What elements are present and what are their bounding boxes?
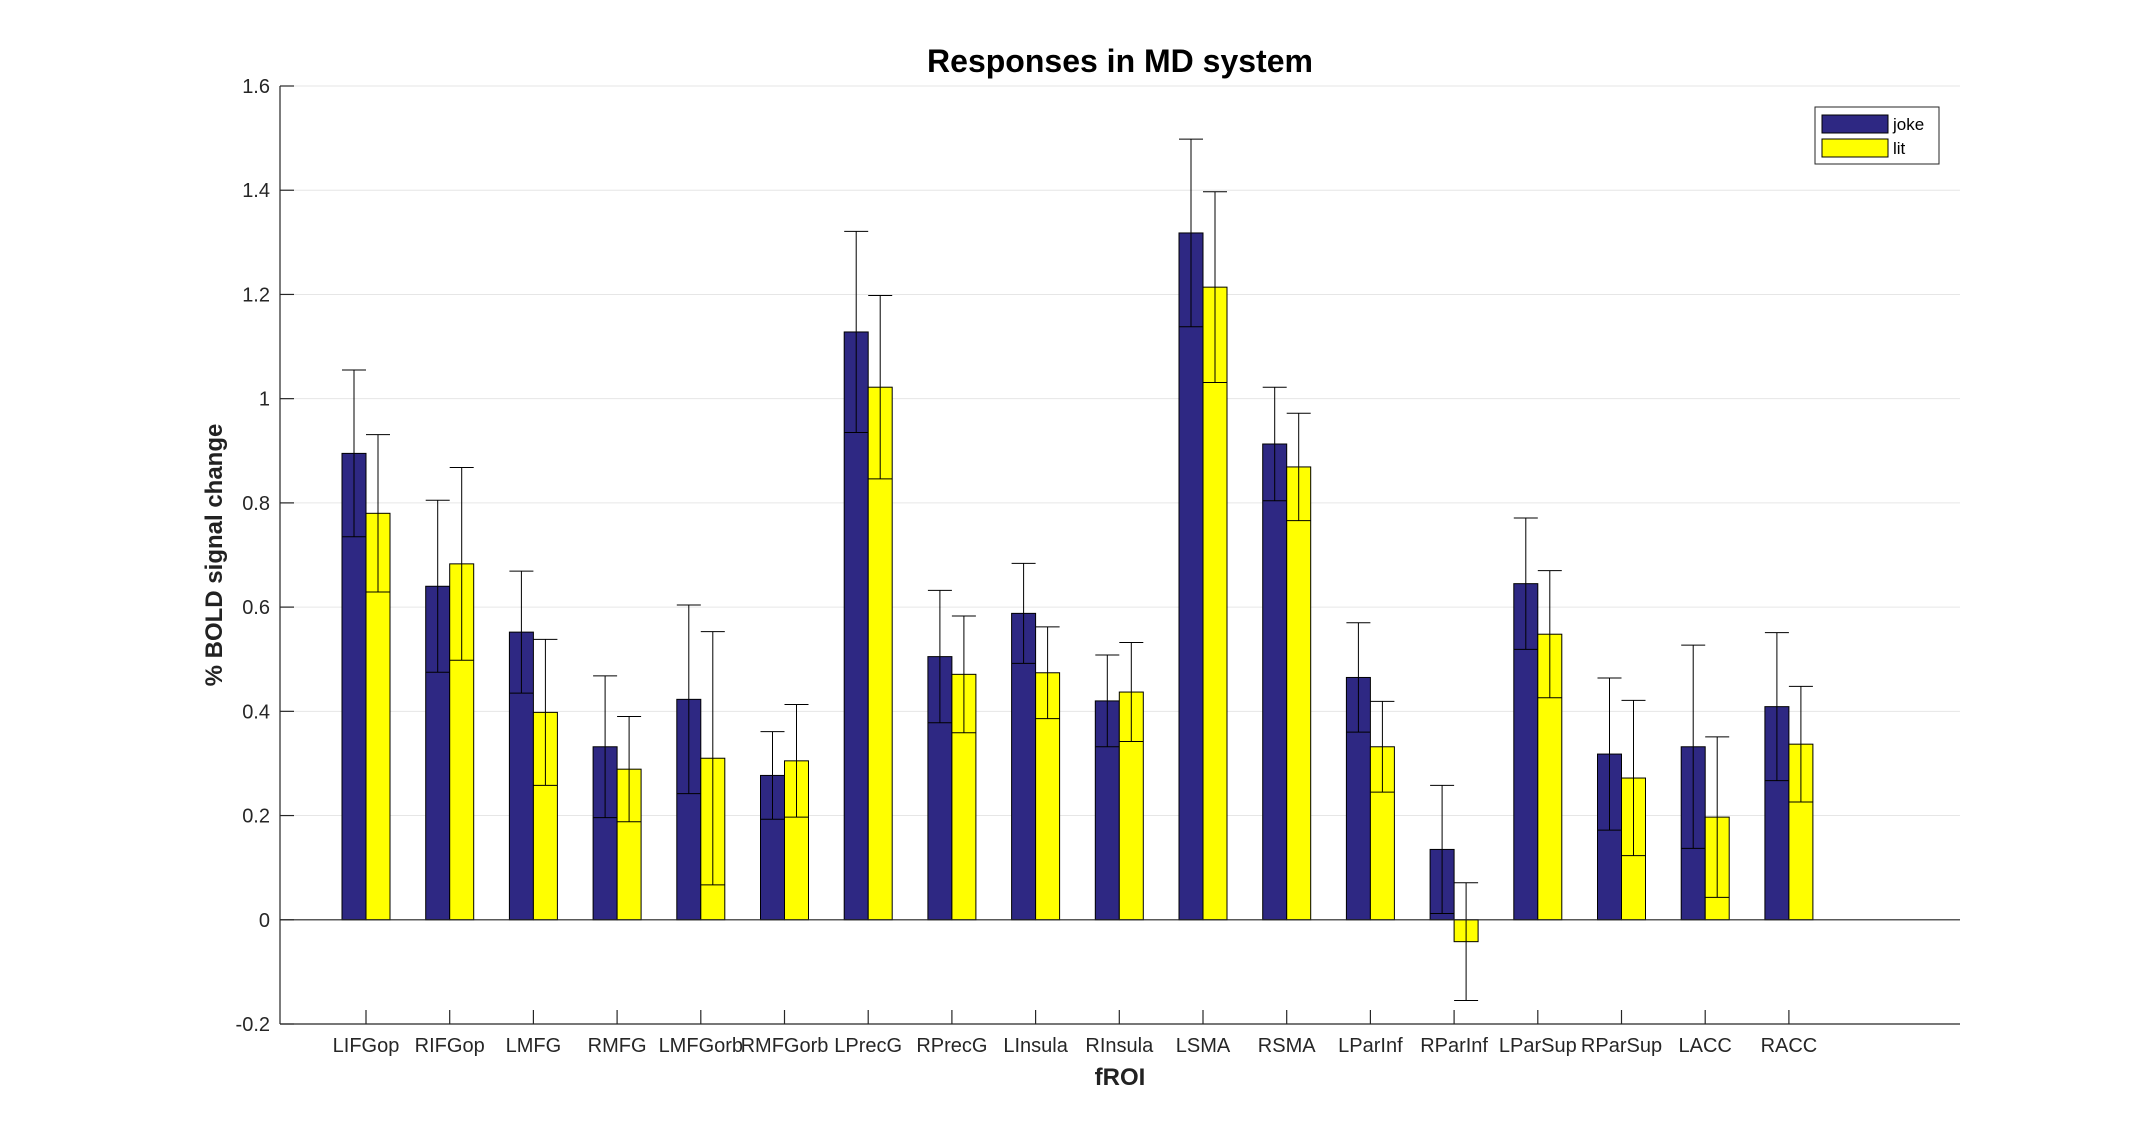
y-tick-label: 0.2 [242, 806, 270, 828]
x-tick-label: LPrecG [834, 1035, 902, 1057]
y-ticks: -0.2 0 0.2 0.4 0.6 0.8 1 1.2 1.4 1.6 [236, 76, 294, 1036]
legend-swatch-joke [1821, 114, 1889, 134]
bar-joke [1178, 232, 1204, 921]
y-tick-label: 1.6 [242, 76, 270, 98]
y-tick-label: 0 [259, 910, 270, 932]
x-axis-label: fROI [1095, 1064, 1146, 1091]
x-tick-label: LIFGop [333, 1035, 400, 1057]
x-tick-label: RInsula [1085, 1035, 1154, 1057]
y-tick-label: 0.8 [242, 493, 270, 515]
legend-swatch-lit [1821, 138, 1889, 158]
legend-label-lit: lit [1893, 139, 1906, 158]
axes [279, 86, 1960, 1025]
y-tick-label: 1.4 [242, 180, 270, 202]
y-axis-label: % BOLD signal change [201, 424, 228, 687]
error-bars [342, 138, 1813, 1002]
x-tick-label: RIFGop [415, 1035, 485, 1057]
x-tick-label: RACC [1761, 1035, 1818, 1057]
x-tick-label: LACC [1679, 1035, 1732, 1057]
x-tick-label: LParSup [1499, 1035, 1577, 1057]
x-tick-label: RParInf [1420, 1035, 1488, 1057]
chart-title: Responses in MD system [927, 43, 1313, 79]
x-tick-label: RParSup [1581, 1035, 1662, 1057]
bar-lit [1286, 466, 1312, 921]
x-tick-label: LMFG [506, 1035, 562, 1057]
y-tick-label: 0.6 [242, 597, 270, 619]
legend: joke lit [1814, 106, 1940, 165]
x-tick-label: LInsula [1003, 1035, 1068, 1057]
y-tick-label: 0.4 [242, 701, 270, 723]
x-tick-label: RMFG [588, 1035, 647, 1057]
bar-joke [1262, 443, 1288, 921]
y-tick-label: 1.2 [242, 284, 270, 306]
x-tick-label: RSMA [1258, 1035, 1316, 1057]
x-tick-label: LSMA [1176, 1035, 1231, 1057]
legend-label-joke: joke [1892, 115, 1924, 134]
x-tick-label: RPrecG [916, 1035, 987, 1057]
y-tick-label: -0.2 [236, 1014, 270, 1036]
x-tick-label: LMFGorb [659, 1035, 743, 1057]
y-tick-label: 1 [259, 389, 270, 411]
x-tick-label: RMFGorb [741, 1035, 829, 1057]
x-tick-label: LParInf [1338, 1035, 1403, 1057]
